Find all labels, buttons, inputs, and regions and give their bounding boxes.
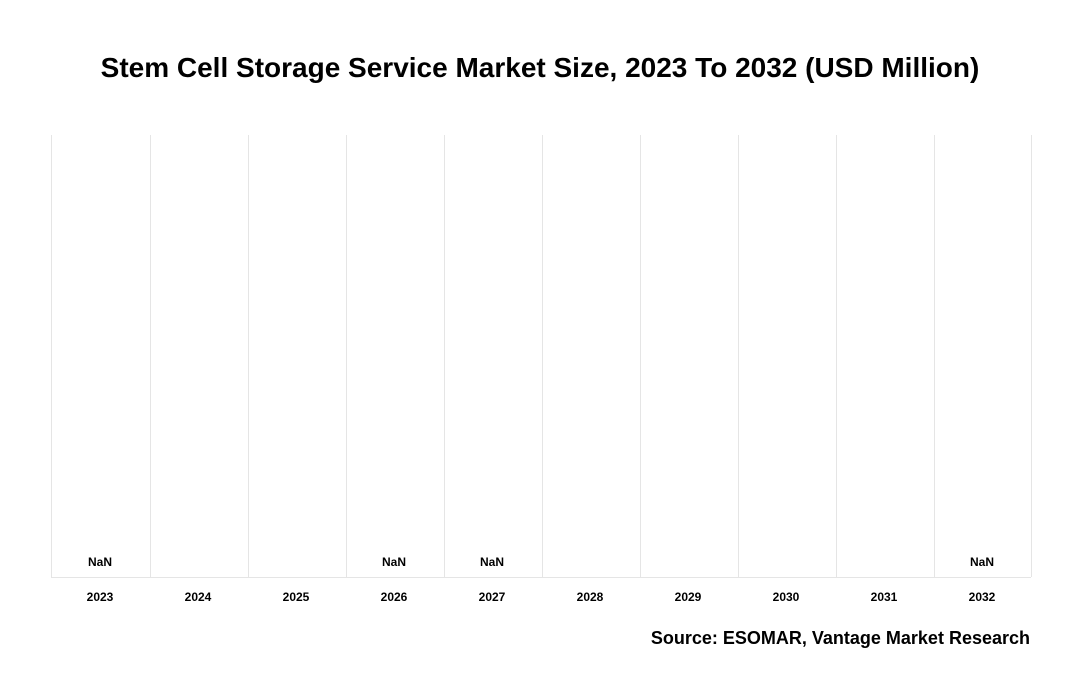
gridline (738, 135, 739, 577)
x-tick-label: 2025 (247, 590, 345, 604)
x-tick-label: 2026 (345, 590, 443, 604)
chart-container: Stem Cell Storage Service Market Size, 2… (0, 0, 1080, 700)
x-tick-label: 2031 (835, 590, 933, 604)
x-tick-label: 2030 (737, 590, 835, 604)
gridline (150, 135, 151, 577)
gridline (640, 135, 641, 577)
value-label: NaN (345, 555, 443, 569)
source-attribution: Source: ESOMAR, Vantage Market Research (651, 628, 1030, 649)
x-tick-label: 2027 (443, 590, 541, 604)
x-tick-label: 2028 (541, 590, 639, 604)
value-label: NaN (933, 555, 1031, 569)
value-label: NaN (443, 555, 541, 569)
x-tick-label: 2032 (933, 590, 1031, 604)
gridline (934, 135, 935, 577)
gridline (248, 135, 249, 577)
x-tick-label: 2023 (51, 590, 149, 604)
chart-title: Stem Cell Storage Service Market Size, 2… (0, 52, 1080, 84)
value-label: NaN (51, 555, 149, 569)
gridline (346, 135, 347, 577)
gridline (542, 135, 543, 577)
gridline (836, 135, 837, 577)
x-tick-label: 2029 (639, 590, 737, 604)
plot-area (51, 135, 1031, 578)
x-tick-label: 2024 (149, 590, 247, 604)
gridline (1031, 135, 1032, 577)
gridline (444, 135, 445, 577)
